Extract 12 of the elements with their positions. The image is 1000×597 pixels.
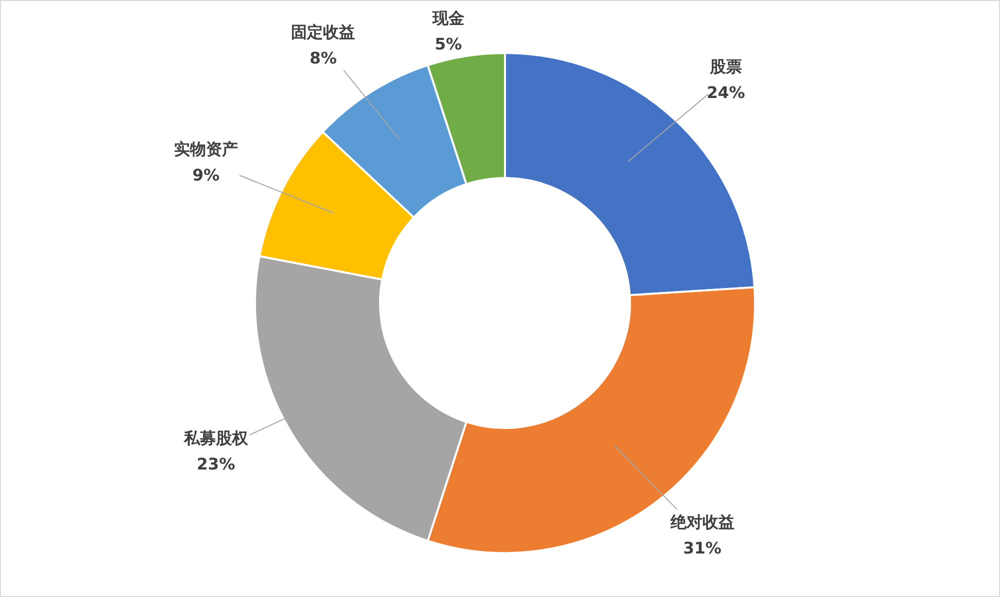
slice-label: 股票 [708,56,742,76]
data-label: 31% [683,538,722,558]
data-label: 5% [434,34,462,54]
data-label: 9% [192,165,220,184]
data-label: 8% [310,48,337,68]
data-label: 24% [706,82,746,102]
data-label: 23% [196,454,236,474]
slice-label: 固定收益 [291,22,356,42]
slice-label: 绝对收益 [669,512,734,532]
slice-label: 实物资产 [174,139,238,158]
slice-label: 现金 [431,8,464,28]
slice-label: 私募股权 [182,428,249,448]
